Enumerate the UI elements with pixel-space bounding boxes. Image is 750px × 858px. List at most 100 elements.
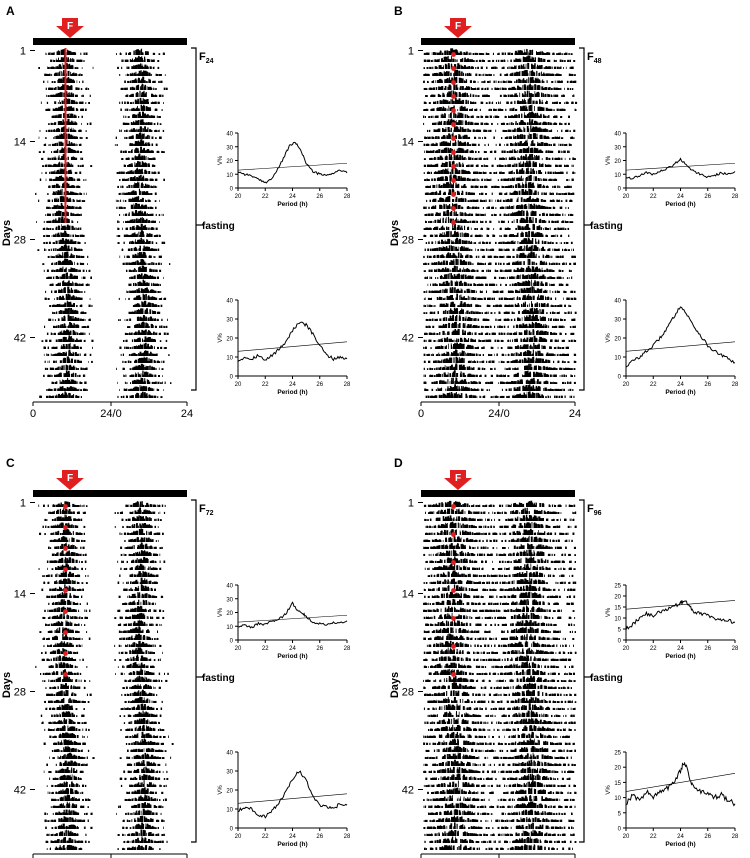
activity-bar: [67, 57, 69, 62]
activity-bar: [128, 212, 130, 216]
activity-bar: [451, 56, 452, 62]
activity-bar: [74, 158, 76, 160]
activity-bar: [480, 66, 483, 69]
activity-bar: [423, 59, 426, 62]
activity-bar: [129, 52, 132, 55]
activity-bar: [61, 71, 63, 76]
activity-bar: [160, 382, 162, 384]
activity-bar: [134, 78, 136, 83]
activity-bar: [135, 360, 137, 363]
activity-bar: [68, 370, 70, 377]
activity-bar: [120, 207, 122, 209]
activity-bar: [129, 347, 132, 349]
activity-bar: [63, 92, 66, 97]
activity-bar: [62, 225, 64, 230]
activity-bar: [119, 52, 121, 55]
activity-bar: [118, 206, 121, 209]
activity-bar: [52, 346, 54, 349]
activity-bar: [72, 352, 75, 356]
activity-bar: [146, 247, 148, 251]
activity-bar: [153, 185, 154, 188]
activity-bar: [146, 99, 149, 104]
activity-bar: [136, 346, 138, 349]
activity-bar: [66, 211, 68, 216]
activity-bar: [140, 100, 143, 104]
activity-bar: [136, 163, 138, 167]
activity-bar: [55, 290, 57, 293]
activity-bar: [546, 52, 549, 55]
activity-bar: [128, 192, 130, 195]
activity-bar: [147, 317, 150, 321]
activity-bar: [475, 60, 478, 62]
y-tick-label: 20: [226, 159, 233, 165]
activity-bar: [132, 93, 134, 97]
activity-bar: [52, 368, 54, 370]
activity-bar: [155, 88, 157, 90]
activity-bar: [58, 282, 60, 286]
activity-bar: [50, 389, 52, 391]
activity-bar: [52, 333, 54, 335]
activity-bar: [84, 319, 86, 321]
activity-bar: [130, 228, 132, 230]
activity-bar: [140, 357, 143, 363]
activity-bar: [126, 395, 128, 398]
activity-bar: [145, 122, 147, 125]
activity-bar: [139, 387, 141, 391]
dark-phase-bar: [33, 38, 187, 45]
activity-bar: [67, 309, 69, 314]
activity-bar: [44, 143, 47, 146]
activity-bar: [526, 48, 527, 55]
activity-bar: [70, 273, 72, 279]
activity-bar: [53, 312, 55, 314]
activity-bar: [74, 373, 77, 377]
activity-bar: [122, 185, 123, 188]
activity-bar: [61, 224, 62, 230]
activity-bar: [139, 210, 142, 216]
periodogram-line: [237, 321, 348, 362]
activity-bar: [126, 255, 128, 258]
activity-bar: [62, 100, 64, 104]
activity-bar: [150, 158, 153, 160]
activity-bar: [132, 374, 135, 377]
activity-bar: [160, 304, 163, 307]
activity-bar: [136, 366, 139, 370]
activity-bar: [151, 186, 153, 188]
activity-bar: [43, 220, 45, 223]
activity-bar: [141, 92, 142, 97]
activity-bar: [140, 332, 143, 335]
activity-bar: [450, 48, 452, 55]
activity-bar: [45, 214, 47, 216]
activity-bar: [52, 256, 55, 258]
activity-bar: [68, 307, 70, 314]
activity-bar: [154, 304, 156, 307]
activity-bar: [77, 249, 79, 251]
activity-bar: [59, 108, 61, 111]
activity-bar: [81, 256, 83, 258]
activity-bar: [153, 115, 156, 118]
activity-bar: [133, 387, 135, 391]
activity-bar: [129, 269, 132, 272]
activity-bar: [53, 144, 55, 146]
activity-bar: [53, 87, 56, 90]
activity-bar: [43, 80, 45, 83]
activity-bar: [120, 185, 121, 188]
activity-bar: [52, 53, 55, 55]
activity-bar: [151, 296, 154, 300]
activity-bar: [52, 305, 54, 307]
activity-bar: [138, 136, 140, 139]
activity-bar: [127, 73, 128, 76]
activity-bar: [62, 178, 65, 181]
activity-bar: [61, 270, 63, 272]
activity-bar: [128, 165, 130, 167]
activity-bar: [48, 318, 50, 321]
activity-bar: [47, 164, 50, 167]
activity-bar: [68, 289, 70, 293]
activity-bar: [126, 151, 127, 153]
activity-bar: [50, 255, 52, 258]
actogram-row: [43, 76, 163, 83]
activity-bar: [546, 66, 548, 69]
activity-bar: [47, 213, 49, 216]
activity-bar: [67, 191, 69, 195]
activity-bar: [76, 87, 78, 90]
